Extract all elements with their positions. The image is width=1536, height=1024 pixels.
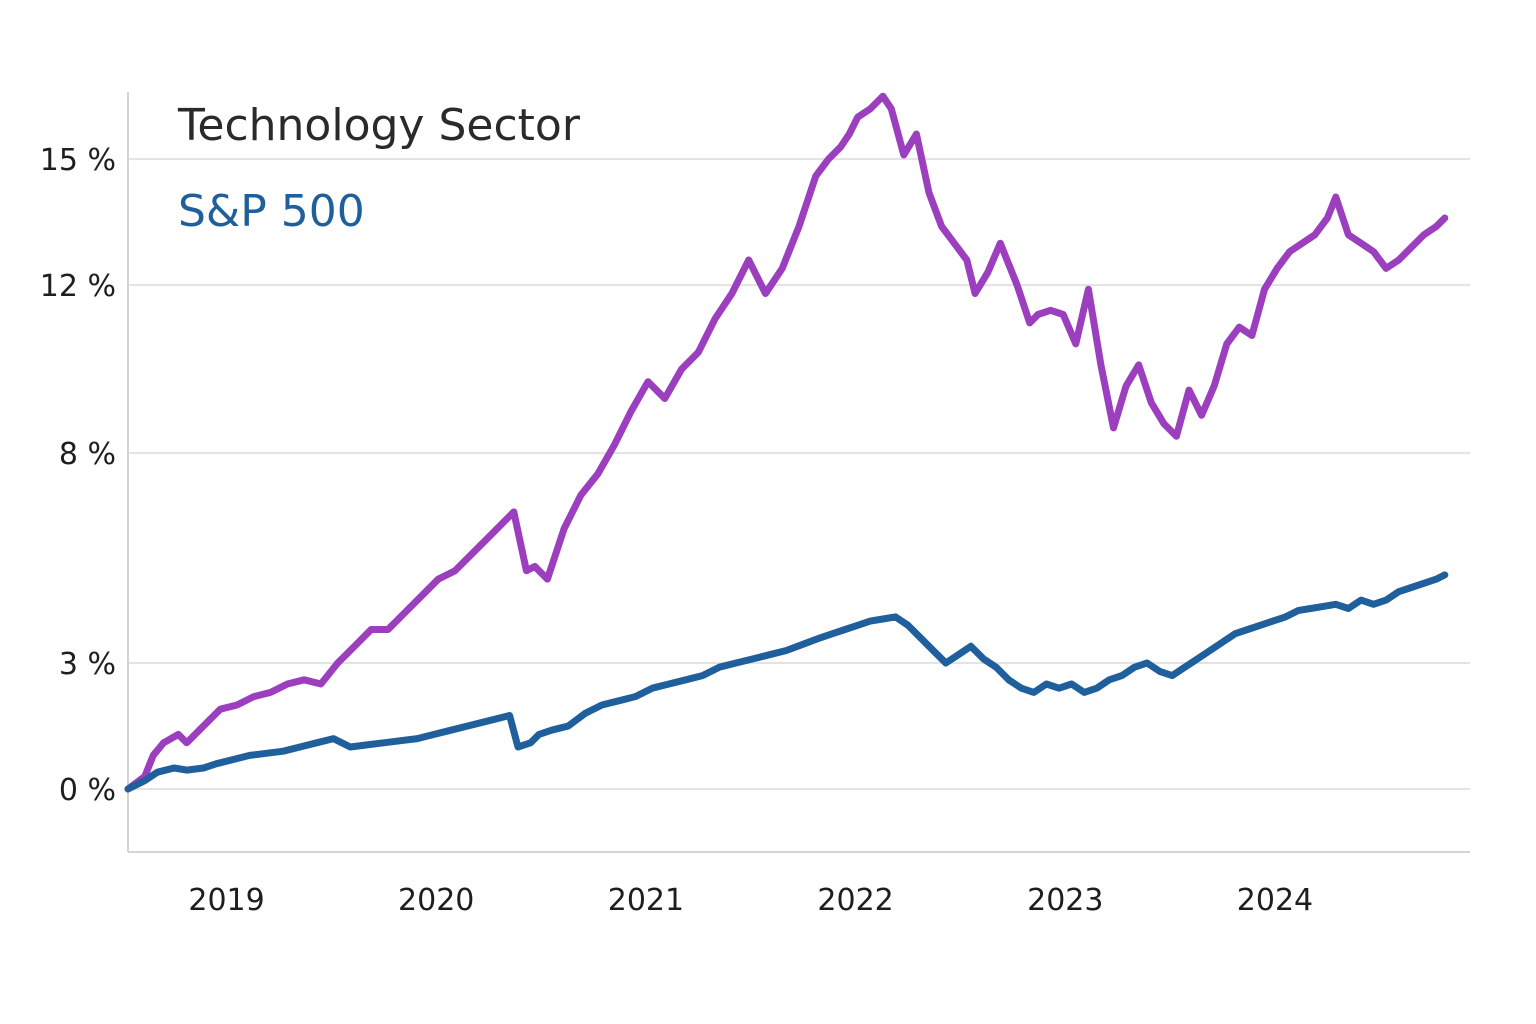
legend-label-technology-sector: Technology Sector xyxy=(177,100,581,151)
x-tick-label: 2024 xyxy=(1237,883,1313,918)
y-tick-label: 12 % xyxy=(40,269,116,304)
x-tick-label: 2022 xyxy=(817,883,893,918)
x-axis-tick-labels: 2019 2020 2021 2022 2023 2024 xyxy=(188,883,1313,918)
x-tick-label: 2020 xyxy=(398,883,474,918)
y-tick-label: 0 % xyxy=(59,773,116,808)
legend-label-sp500: S&P 500 xyxy=(178,186,365,237)
series-line-technology-sector xyxy=(124,92,1449,793)
series-lines xyxy=(124,92,1449,793)
y-tick-label: 15 % xyxy=(40,143,116,178)
y-tick-label: 8 % xyxy=(59,437,116,472)
y-axis-tick-labels: 0 % 3 % 8 % 12 % 15 % xyxy=(40,143,116,808)
x-tick-label: 2021 xyxy=(608,883,684,918)
legend: Technology Sector S&P 500 xyxy=(177,100,581,237)
x-tick-label: 2019 xyxy=(188,883,264,918)
gridlines xyxy=(128,158,1470,791)
y-tick-label: 3 % xyxy=(59,647,116,682)
x-tick-label: 2023 xyxy=(1027,883,1103,918)
series-line-sp500 xyxy=(124,571,1449,793)
